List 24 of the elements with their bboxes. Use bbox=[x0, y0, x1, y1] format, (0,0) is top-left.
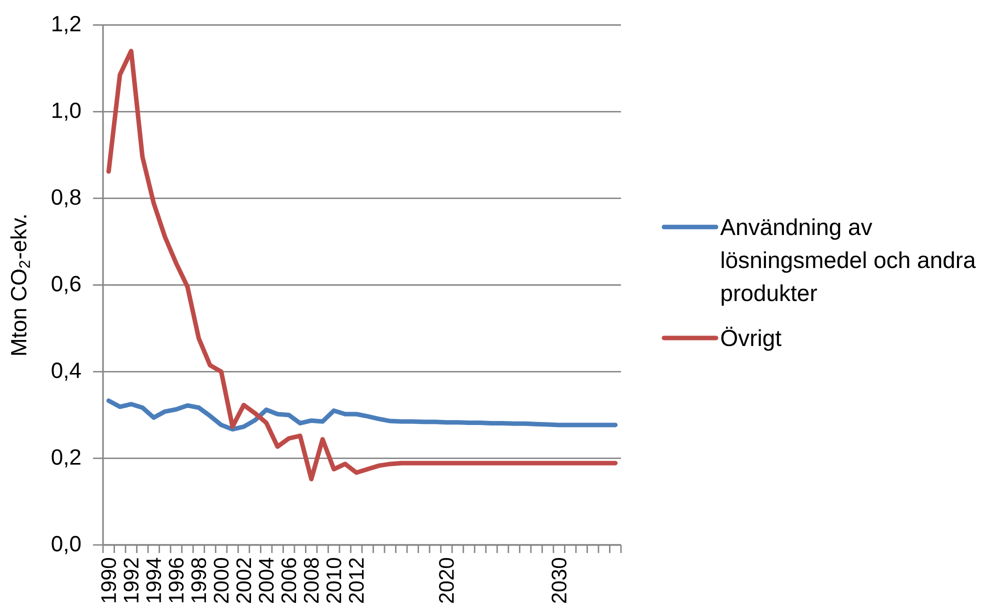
x-tick-label: 2006 bbox=[281, 558, 296, 603]
y-tick-label: 0,4 bbox=[52, 362, 81, 381]
x-tick-label: 2000 bbox=[214, 558, 229, 603]
x-tick-label: 2012 bbox=[348, 558, 364, 603]
y-tick-label: 0,0 bbox=[52, 536, 81, 554]
y-tick-label: 1,2 bbox=[52, 16, 80, 34]
y-tick-label: 0,6 bbox=[52, 276, 81, 294]
y-tick-label: 0,2 bbox=[52, 449, 80, 468]
y-axis-title: Mton CO$_{2}$-ekv. bbox=[10, 215, 30, 355]
x-tick-label: 2020 bbox=[439, 558, 454, 603]
x-tick-label: 1996 bbox=[168, 558, 184, 602]
x-tick-label: 2002 bbox=[236, 558, 252, 603]
x-tick-label: 2010 bbox=[326, 558, 342, 603]
x-tick-label: 1994 bbox=[146, 558, 162, 602]
y-tick-label: 1,0 bbox=[52, 102, 81, 121]
x-tick-label: 1990 bbox=[101, 558, 116, 602]
legend-label: Användning av lösningsmedel och andra produkter bbox=[720, 218, 976, 306]
x-tick-label: 2008 bbox=[304, 558, 319, 603]
x-tick-label: 1998 bbox=[191, 558, 206, 602]
legend-label: Övrigt bbox=[721, 326, 782, 351]
x-tick-label: 2030 bbox=[552, 558, 566, 603]
x-tick-label: 2004 bbox=[258, 558, 274, 603]
y-tick-label: 0,8 bbox=[52, 189, 81, 208]
x-tick-label: 1992 bbox=[124, 558, 139, 602]
